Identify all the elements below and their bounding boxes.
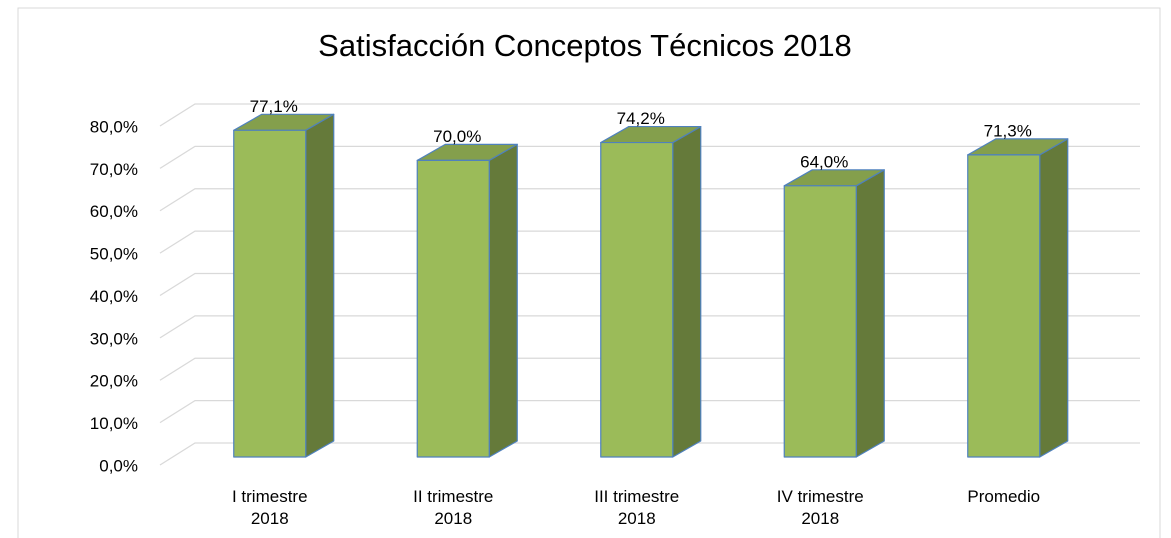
y-tick-label: 20,0%	[90, 372, 138, 391]
y-tick-label: 60,0%	[90, 202, 138, 221]
bar	[967, 154, 1041, 458]
bar	[233, 129, 307, 458]
bar-side	[1039, 138, 1069, 458]
data-label: 74,2%	[617, 109, 665, 128]
x-tick-label: III trimestre 2018	[594, 487, 680, 528]
y-tick-label: 40,0%	[90, 287, 138, 306]
y-tick-label: 50,0%	[90, 245, 138, 264]
y-tick-label: 30,0%	[90, 329, 138, 348]
bar	[783, 185, 857, 458]
x-tick-label: IV trimestre 2018	[776, 487, 864, 528]
data-label: 64,0%	[800, 152, 848, 171]
bar	[600, 141, 674, 458]
bar-side	[305, 113, 335, 458]
chart-border	[17, 7, 1161, 538]
chart-title: Satisfacción Conceptos Técnicos 2018	[318, 28, 852, 63]
bar-side	[855, 169, 885, 458]
y-tick-label: 0,0%	[99, 456, 138, 475]
bar-side	[488, 143, 518, 458]
data-label: 71,3%	[984, 121, 1032, 140]
bar-side	[672, 125, 702, 458]
data-label: 70,0%	[433, 127, 481, 146]
y-tick-label: 70,0%	[90, 160, 138, 179]
grid-line	[159, 145, 1140, 169]
x-tick-label: II trimestre 2018	[413, 487, 494, 528]
x-tick-label: Promedio	[967, 487, 1041, 506]
x-tick-label: I trimestre 2018	[231, 487, 308, 528]
data-label: 77,1%	[250, 97, 298, 116]
y-tick-label: 10,0%	[90, 414, 138, 433]
y-tick-label: 80,0%	[90, 117, 138, 136]
grid-line	[159, 103, 1140, 127]
bar	[416, 159, 490, 458]
